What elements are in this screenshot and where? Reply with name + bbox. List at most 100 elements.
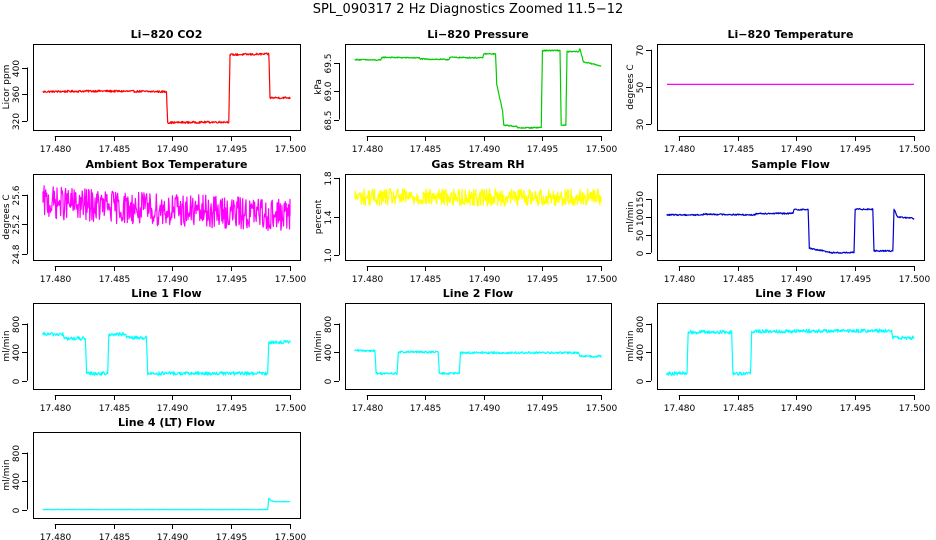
y-tick-label: 1.4 — [324, 210, 334, 225]
y-tick-label: 69.0 — [324, 81, 334, 101]
series-line — [354, 188, 602, 207]
x-tick-label: 17.485 — [99, 533, 131, 540]
y-axis-label: ml/min — [314, 330, 324, 361]
y-tick-label: 400 — [12, 344, 22, 361]
subplot-10: Line 4 (LT) Flow ml/min 17.480 17.485 17.490… — [2, 416, 307, 540]
x-tick-label: 17.480 — [664, 404, 696, 414]
x-tick-label: 17.480 — [664, 145, 696, 155]
subplot-4: Ambient Box Temperature degrees C 17.480 17… — [2, 158, 307, 285]
x-tick-label: 17.485 — [410, 275, 442, 285]
subplot-3: Li−820 Temperature degrees C 17.480 17.485 1… — [626, 28, 931, 155]
x-tick-label: 17.495 — [216, 145, 248, 155]
y-tick-label: 25.6 — [12, 185, 22, 205]
y-tick-label: 320 — [12, 113, 22, 130]
x-tick-label: 17.480 — [40, 275, 72, 285]
y-tick-label: 24.8 — [12, 244, 22, 264]
plot-frame — [33, 44, 301, 131]
x-tick-label: 17.480 — [40, 533, 72, 540]
y-axis-label: ml/min — [626, 201, 636, 232]
x-tick-label: 17.495 — [216, 275, 248, 285]
x-tick-label: 17.495 — [840, 404, 872, 414]
subplot-title: Ambient Box Temperature — [86, 158, 248, 171]
subplot-5: Gas Stream RH percent 17.480 17.485 17.490 17… — [314, 158, 618, 285]
plot-frame — [657, 303, 925, 390]
subplot-title: Gas Stream RH — [431, 158, 524, 171]
plot-frame — [657, 44, 925, 131]
x-tick-label: 17.490 — [157, 533, 189, 540]
y-tick-label: 360 — [12, 86, 22, 103]
y-tick-label: 800 — [12, 316, 22, 333]
y-tick-label: 800 — [636, 316, 646, 333]
y-axis-label: degrees C — [626, 64, 636, 109]
x-tick-label: 17.485 — [99, 145, 131, 155]
y-tick-label: 0 — [12, 378, 22, 384]
x-tick-label: 17.490 — [157, 404, 189, 414]
x-tick-label: 17.500 — [586, 145, 618, 155]
y-tick-label: 1.8 — [324, 171, 334, 186]
subplot-title: Line 4 (LT) Flow — [118, 416, 215, 429]
x-tick-label: 17.490 — [469, 145, 501, 155]
y-axis-label: percent — [314, 199, 324, 234]
x-tick-label: 17.490 — [781, 145, 813, 155]
x-tick-label: 17.500 — [899, 275, 931, 285]
y-tick-label: 400 — [324, 344, 334, 361]
y-tick-label: 50 — [636, 230, 646, 242]
y-tick-label: 0 — [324, 378, 334, 384]
y-tick-label: 68.5 — [324, 110, 334, 130]
x-tick-label: 17.480 — [40, 145, 72, 155]
series-line — [42, 497, 291, 511]
plot-frame — [657, 174, 925, 261]
subplot-1: Li−820 CO2 Licor ppm 17.480 17.485 17.490 17.… — [2, 28, 307, 155]
x-tick-label: 17.500 — [275, 145, 307, 155]
y-tick-label: 400 — [12, 60, 22, 77]
y-tick-label: 69.5 — [324, 53, 334, 73]
series-line — [666, 207, 915, 254]
y-tick-label: 25.2 — [12, 214, 22, 234]
x-tick-label: 17.495 — [527, 145, 559, 155]
subplot-title: Sample Flow — [751, 158, 830, 171]
subplot-title: Li−820 Temperature — [728, 28, 854, 41]
x-tick-label: 17.490 — [469, 275, 501, 285]
x-tick-label: 17.490 — [469, 404, 501, 414]
y-tick-label: 70 — [636, 45, 646, 57]
plot-frame — [345, 44, 612, 131]
y-axis-label: ml/min — [626, 330, 636, 361]
subplot-2: Li−820 Pressure kPa 17.480 17.485 17.490 17.4… — [314, 28, 618, 155]
x-tick-label: 17.500 — [275, 404, 307, 414]
y-tick-label: 0 — [12, 507, 22, 513]
y-tick-label: 1.0 — [324, 248, 334, 263]
y-tick-label: 0 — [636, 250, 646, 256]
y-tick-label: 100 — [636, 209, 646, 226]
x-tick-label: 17.485 — [99, 275, 131, 285]
x-tick-label: 17.485 — [723, 404, 755, 414]
y-tick-label: 50 — [636, 82, 646, 94]
x-tick-label: 17.495 — [527, 275, 559, 285]
x-tick-label: 17.485 — [410, 404, 442, 414]
subplot-title: Line 2 Flow — [443, 287, 513, 300]
y-tick-label: 400 — [12, 473, 22, 490]
series-line — [42, 52, 291, 125]
x-tick-label: 17.495 — [527, 404, 559, 414]
subplot-6: Sample Flow ml/min 17.480 17.485 17.490 17.49… — [626, 158, 931, 285]
series-line — [354, 48, 602, 129]
plot-frame — [33, 432, 301, 519]
y-axis-label: ml/min — [2, 459, 12, 490]
x-tick-label: 17.485 — [723, 275, 755, 285]
x-tick-label: 17.500 — [586, 404, 618, 414]
x-tick-label: 17.490 — [157, 145, 189, 155]
plot-frame — [345, 303, 612, 390]
subplot-8: Line 2 Flow ml/min 17.480 17.485 17.490 17.49… — [314, 287, 618, 414]
y-tick-label: 30 — [636, 119, 646, 131]
subplot-title: Li−820 CO2 — [131, 28, 203, 41]
figure-title: SPL_090317 2 Hz Diagnostics Zoomed 11.5−… — [312, 2, 624, 17]
y-axis-label: Licor ppm — [2, 65, 12, 110]
x-tick-label: 17.485 — [723, 145, 755, 155]
series-line — [354, 349, 602, 376]
x-tick-label: 17.495 — [216, 533, 248, 540]
x-tick-label: 17.495 — [216, 404, 248, 414]
x-tick-label: 17.495 — [840, 145, 872, 155]
x-tick-label: 17.485 — [410, 145, 442, 155]
y-axis-label: kPa — [314, 79, 324, 95]
x-tick-label: 17.480 — [664, 275, 696, 285]
